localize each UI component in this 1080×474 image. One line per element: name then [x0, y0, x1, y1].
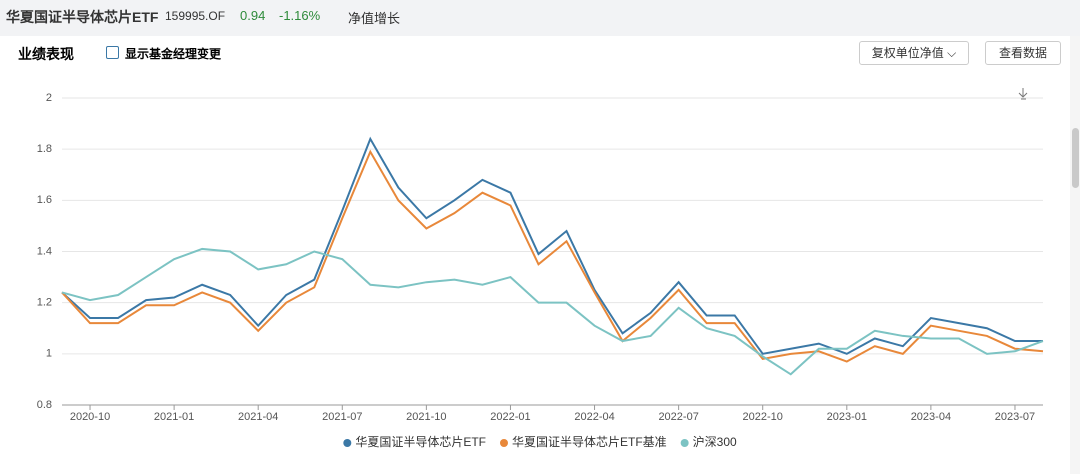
- x-tick-label: 2023-07: [995, 411, 1035, 423]
- dropdown-label[interactable]: 复权单位净值: [871, 46, 944, 60]
- x-tick-label: 2023-04: [911, 411, 951, 423]
- x-tick-label: 2022-07: [658, 411, 698, 423]
- legend-label[interactable]: 沪深300: [693, 435, 737, 449]
- checkbox-label[interactable]: 显示基金经理变更: [125, 47, 222, 61]
- y-tick-label: 1.2: [37, 297, 52, 309]
- x-tick-label: 2021-10: [406, 411, 446, 423]
- x-tick-label: 2022-04: [574, 411, 614, 423]
- x-tick-label: 2022-01: [490, 411, 530, 423]
- y-tick-label: 1.8: [37, 143, 52, 155]
- download-icon[interactable]: [1018, 88, 1028, 100]
- x-tick-label: 2022-10: [743, 411, 783, 423]
- nav: 0.94: [240, 8, 266, 23]
- y-tick-label: 0.8: [37, 399, 52, 411]
- legend-marker[interactable]: [499, 439, 508, 447]
- series-line: [61, 136, 1043, 355]
- fund-code: 159995.OF: [165, 9, 226, 23]
- series-line: [61, 149, 1044, 363]
- x-tick-label: 2021-04: [238, 411, 278, 423]
- change: -1.16%: [279, 8, 321, 23]
- view-data-button[interactable]: 查看数据: [985, 41, 1061, 65]
- scrollbar[interactable]: [1070, 36, 1080, 474]
- checkbox[interactable]: [106, 46, 119, 59]
- panel-title: 业绩表现: [18, 46, 74, 62]
- y-tick-label: 1: [46, 348, 52, 360]
- y-tick-label: 1.4: [37, 245, 52, 257]
- legend-label[interactable]: 华夏国证半导体芯片ETF: [355, 435, 486, 449]
- legend-label[interactable]: 华夏国证半导体芯片ETF基准: [512, 435, 667, 449]
- header: 华夏国证半导体芯片ETF 159995.OF 0.94 -1.16% 净值增长: [0, 0, 1080, 32]
- y-tick-label: 1.6: [37, 194, 52, 206]
- scroll-thumb[interactable]: [1072, 128, 1079, 188]
- x-tick-label: 2023-01: [827, 411, 867, 423]
- legend-marker[interactable]: [343, 439, 352, 447]
- x-tick-label: 2020-10: [70, 411, 110, 423]
- fund-title: 华夏国证半导体芯片ETF: [6, 9, 159, 25]
- x-tick-label: 2021-01: [154, 411, 194, 423]
- dropdown[interactable]: 复权单位净值 ⌵: [859, 41, 969, 65]
- x-tick-label: 2021-07: [322, 411, 362, 423]
- series-line: [61, 247, 1044, 376]
- tab[interactable]: 净值增长: [348, 11, 401, 26]
- legend-marker[interactable]: [680, 439, 689, 447]
- y-tick-label: 2: [46, 92, 52, 104]
